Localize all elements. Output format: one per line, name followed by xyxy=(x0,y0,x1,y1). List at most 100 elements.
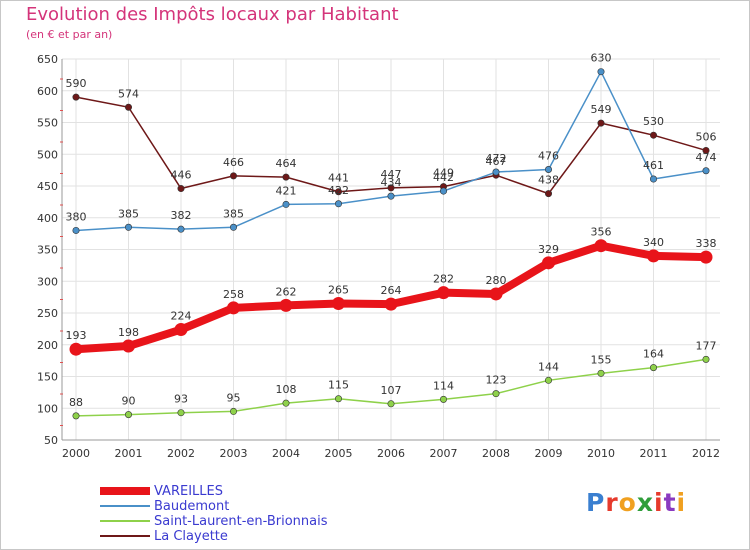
data-point xyxy=(699,250,713,264)
y-tick-label: 250 xyxy=(37,307,58,320)
data-point xyxy=(177,185,185,193)
data-label: 193 xyxy=(66,329,87,342)
legend-label: VAREILLES xyxy=(154,484,223,499)
data-label: 466 xyxy=(223,156,244,169)
data-point xyxy=(279,298,293,312)
y-tick-label: 400 xyxy=(37,212,58,225)
data-point xyxy=(282,200,290,208)
x-tick-label: 2012 xyxy=(692,447,720,460)
x-tick-label: 2003 xyxy=(220,447,248,460)
data-point xyxy=(334,188,342,196)
y-tick-label: 650 xyxy=(37,53,58,66)
y-tick-label: 450 xyxy=(37,180,58,193)
data-label: 442 xyxy=(433,171,454,184)
data-point xyxy=(332,296,345,310)
data-label: 164 xyxy=(643,348,664,361)
x-tick-label: 2001 xyxy=(115,447,143,460)
data-label: 446 xyxy=(171,169,192,182)
data-point xyxy=(72,93,80,101)
data-label: 506 xyxy=(696,130,717,143)
data-point xyxy=(282,399,290,407)
logo-letter: x xyxy=(636,488,654,517)
data-point xyxy=(492,390,500,398)
data-point xyxy=(594,239,608,253)
data-label: 262 xyxy=(276,285,297,298)
data-point xyxy=(282,173,290,181)
data-point xyxy=(334,395,342,403)
legend-swatch xyxy=(100,487,150,495)
data-point xyxy=(597,119,605,127)
data-label: 461 xyxy=(643,159,664,172)
data-point xyxy=(597,369,605,377)
data-label: 474 xyxy=(696,151,717,164)
legend-swatch xyxy=(100,505,150,507)
data-point xyxy=(649,131,657,139)
logo-letter: i xyxy=(654,488,664,517)
data-point xyxy=(177,225,185,233)
data-point xyxy=(544,190,552,198)
data-label: 385 xyxy=(223,207,244,220)
x-tick-label: 2009 xyxy=(535,447,563,460)
data-point xyxy=(177,409,185,417)
data-point xyxy=(542,256,555,270)
data-point xyxy=(649,364,657,372)
x-tick-label: 2002 xyxy=(167,447,195,460)
data-label: 438 xyxy=(538,174,559,187)
data-label: 107 xyxy=(381,384,402,397)
data-point xyxy=(649,175,657,183)
proxiti-logo: Proxiti xyxy=(586,488,686,517)
data-point xyxy=(230,407,238,415)
data-label: 144 xyxy=(538,360,559,373)
data-label: 177 xyxy=(696,339,717,352)
data-label: 114 xyxy=(433,379,454,392)
y-tick-label: 300 xyxy=(37,275,58,288)
data-point xyxy=(125,223,133,231)
y-tick-label: 350 xyxy=(37,244,58,257)
x-tick-label: 2006 xyxy=(377,447,405,460)
data-label: 380 xyxy=(66,210,87,223)
data-label: 356 xyxy=(591,226,612,239)
data-point xyxy=(387,400,395,408)
data-point xyxy=(384,297,398,311)
data-label: 338 xyxy=(696,237,717,250)
legend-label: La Clayette xyxy=(154,529,228,544)
data-point xyxy=(69,342,83,356)
y-tick-label: 600 xyxy=(37,85,58,98)
data-label: 340 xyxy=(643,236,664,249)
data-point xyxy=(647,249,660,263)
legend-swatch xyxy=(100,520,150,522)
data-label: 590 xyxy=(66,77,87,90)
data-point xyxy=(492,168,500,176)
data-label: 441 xyxy=(328,172,349,185)
data-point xyxy=(125,103,133,111)
logo-letter: i xyxy=(676,488,687,517)
legend-label: Baudemont xyxy=(154,499,230,514)
data-point xyxy=(702,355,710,363)
data-point xyxy=(489,287,503,301)
data-label: 467 xyxy=(486,155,507,168)
data-label: 265 xyxy=(328,283,349,296)
x-tick-label: 2011 xyxy=(640,447,668,460)
y-tick-label: 150 xyxy=(37,371,58,384)
data-point xyxy=(439,187,447,195)
data-point xyxy=(72,226,80,234)
data-point xyxy=(597,68,605,76)
data-label: 258 xyxy=(223,288,244,301)
data-point xyxy=(72,412,80,420)
data-label: 464 xyxy=(276,157,297,170)
data-label: 530 xyxy=(643,115,664,128)
data-label: 198 xyxy=(118,326,139,339)
data-label: 95 xyxy=(227,391,241,404)
data-label: 123 xyxy=(486,374,507,387)
data-label: 434 xyxy=(381,176,402,189)
y-tick-label: 500 xyxy=(37,148,58,161)
y-tick-label: 50 xyxy=(44,434,58,447)
x-tick-label: 2008 xyxy=(482,447,510,460)
data-label: 476 xyxy=(538,149,559,162)
data-point xyxy=(230,223,238,231)
data-point xyxy=(387,192,395,200)
data-label: 282 xyxy=(433,273,454,286)
y-tick-label: 200 xyxy=(37,339,58,352)
